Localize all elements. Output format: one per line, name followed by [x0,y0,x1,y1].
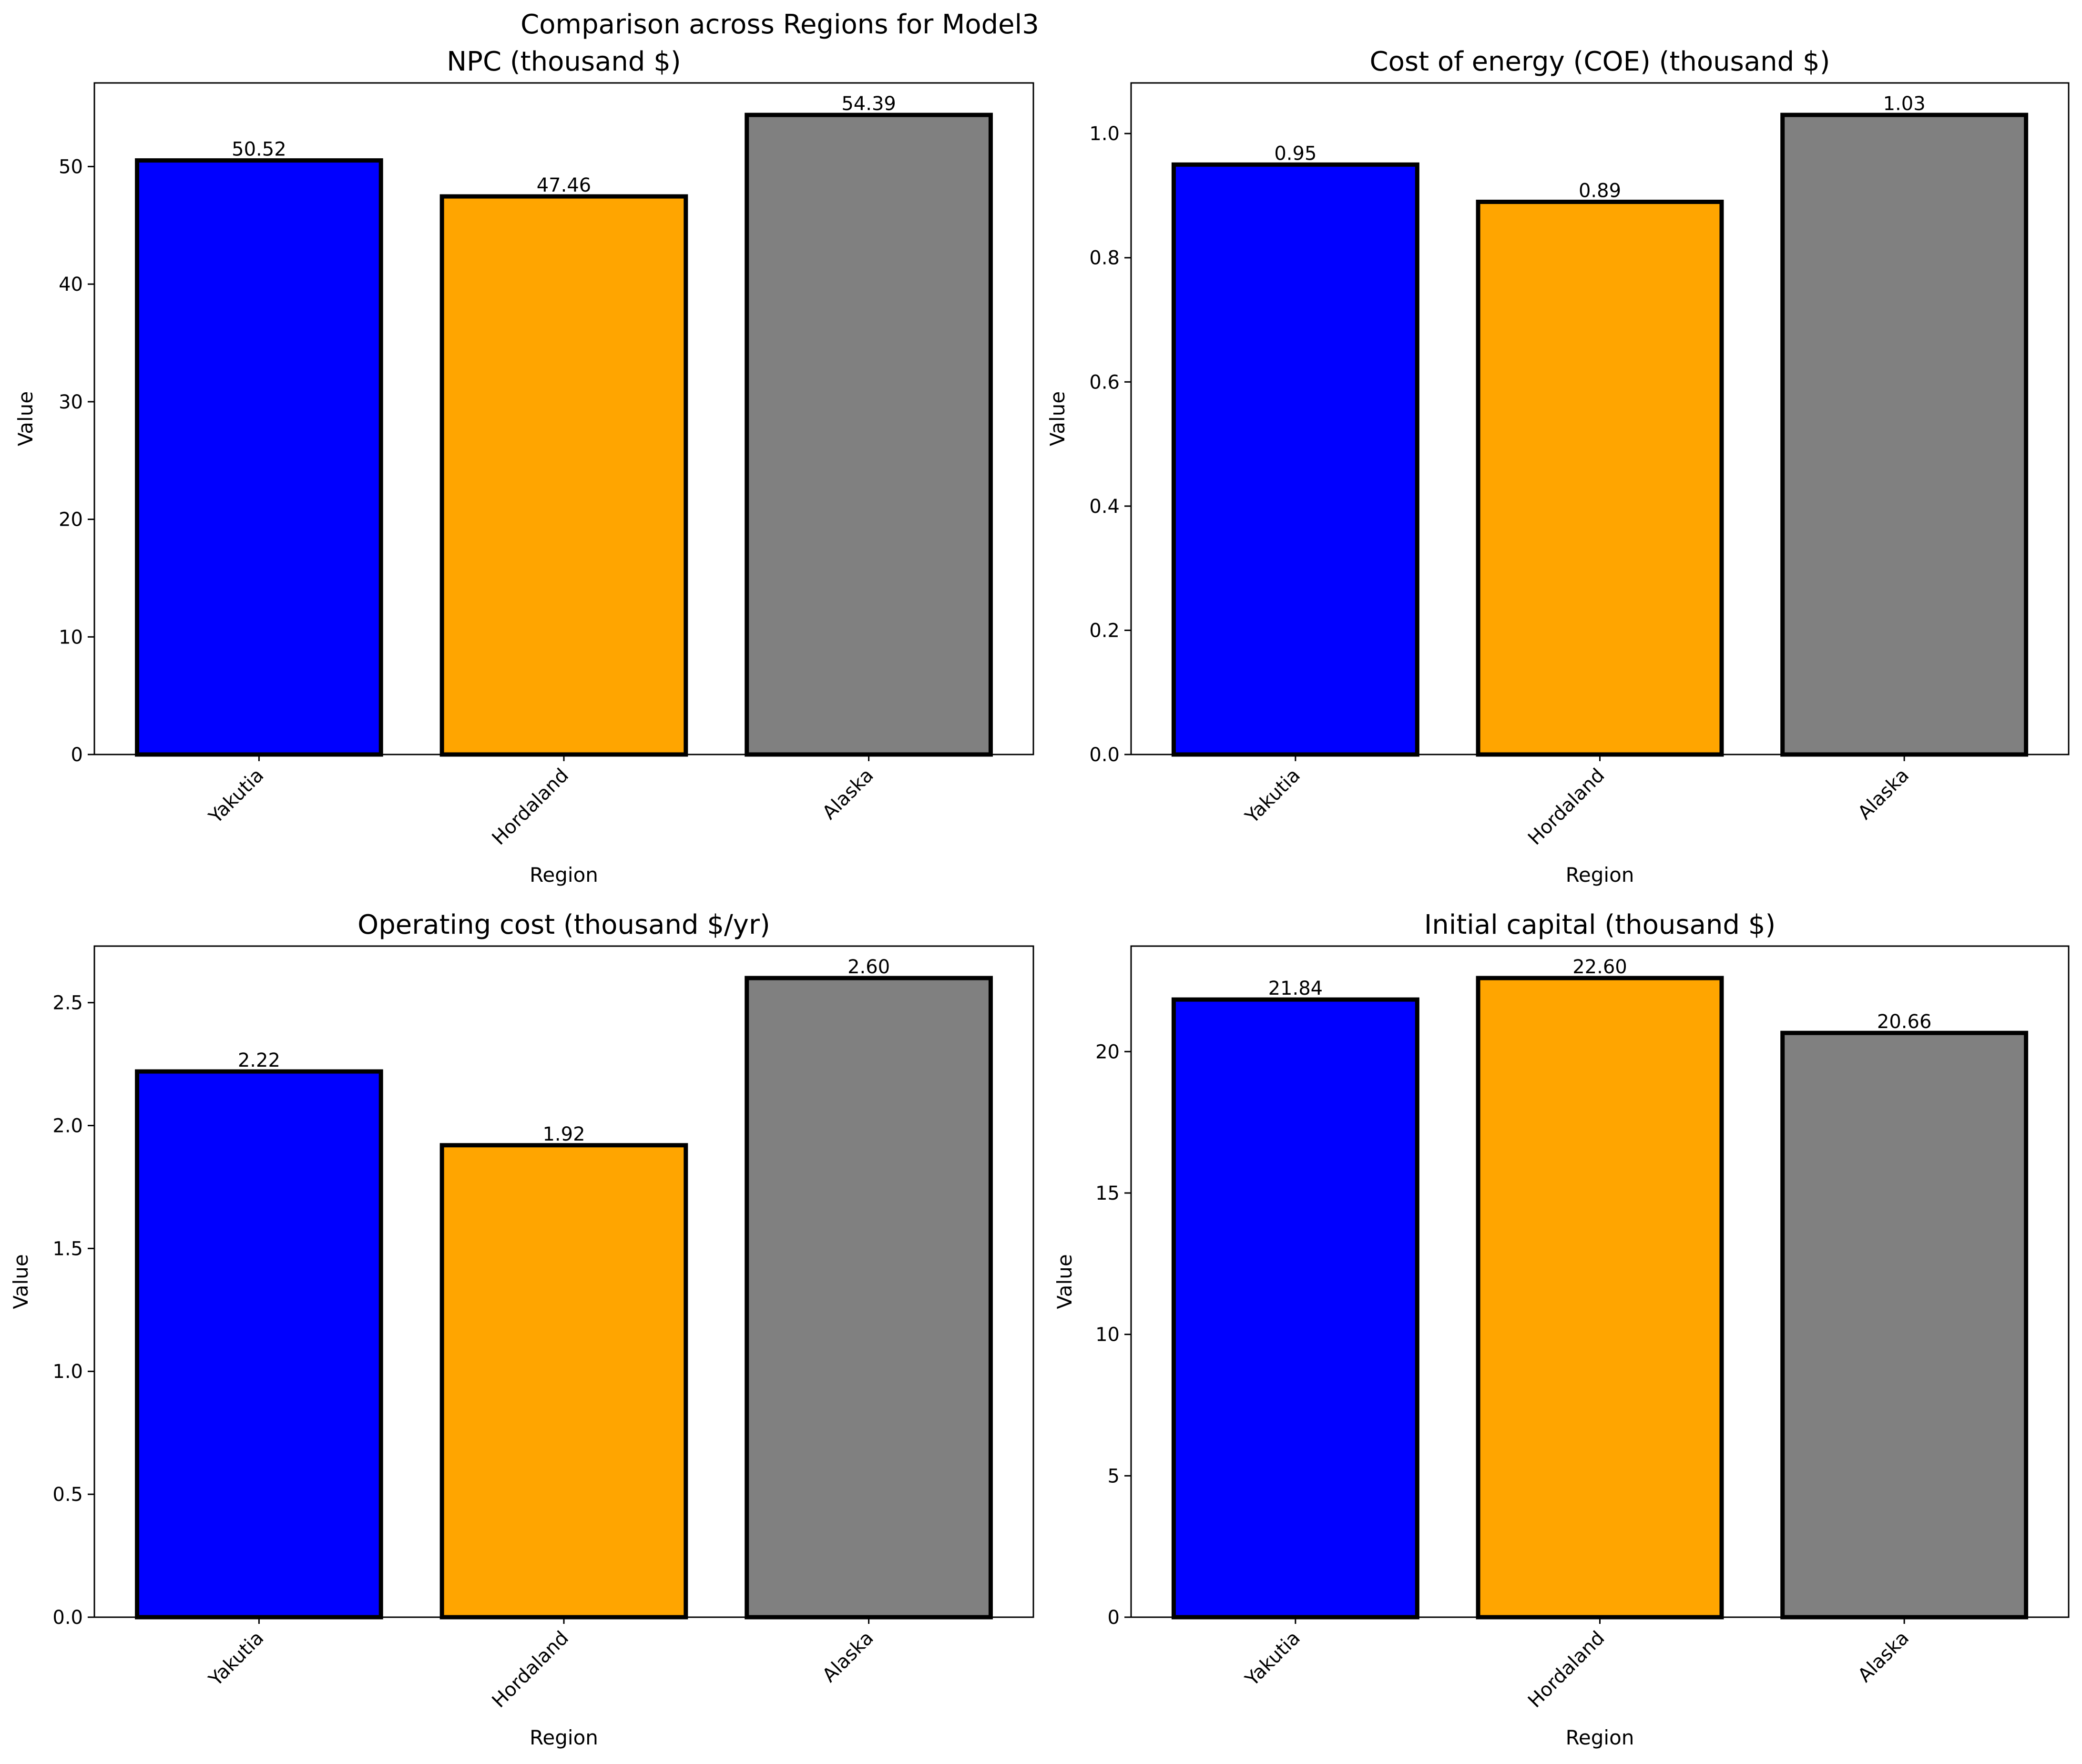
y-tick-label: 0.8 [1089,247,1120,269]
data-label-alaska: 2.60 [847,956,890,978]
plot-frame [93,82,1034,755]
bar-yakutia [1171,997,1419,1620]
bar-yakutia [1171,162,1419,757]
bar-alaska [1780,112,2029,757]
y-tick-label: 30 [59,391,83,413]
bar-hordaland [439,1143,688,1620]
x-axis-label: Region [530,1726,598,1749]
chart-title: Initial capital (thousand $) [1424,909,1776,940]
x-axis-label: Region [1566,1726,1634,1749]
bar-hordaland [1476,199,1724,757]
bar-hordaland [1476,976,1724,1620]
bar-alaska [1780,1030,2029,1620]
y-tick-label: 1.5 [52,1238,83,1260]
data-label-alaska: 54.39 [841,93,896,115]
bar-hordaland [439,194,688,757]
y-tick-label: 20 [1095,1041,1120,1063]
y-tick-label: 0 [1108,1607,1120,1629]
data-label-alaska: 1.03 [1883,93,1926,115]
y-tick-label: 0.4 [1089,496,1120,518]
data-label-yakutia: 50.52 [232,139,286,161]
y-tick-label: 1.0 [52,1361,83,1383]
plot-frame [1130,945,2070,1618]
x-axis-label: Region [1566,863,1634,887]
chart-title: Operating cost (thousand $/yr) [357,909,770,940]
y-tick-label: 2.5 [52,992,83,1014]
data-label-hordaland: 1.92 [542,1123,585,1145]
bar-yakutia [135,158,383,757]
data-label-yakutia: 2.22 [238,1050,280,1071]
chart-panel-2: Cost of energy (COE) (thousand $)0.95Yak… [1046,46,2070,887]
y-tick-label: 50 [59,156,83,178]
y-tick-label: 40 [59,274,83,296]
bar-yakutia [135,1069,383,1620]
data-label-yakutia: 21.84 [1268,978,1323,999]
chart-panel-3: Operating cost (thousand $/yr)2.22Yakuti… [9,909,1034,1749]
chart-panels: NPC (thousand $)50.52Yakutia47.46Hordala… [9,46,2070,1749]
chart-panel-1: NPC (thousand $)50.52Yakutia47.46Hordala… [14,46,1034,887]
bar-alaska [745,112,993,757]
y-tick-label: 0 [71,744,83,766]
figure-suptitle: Comparison across Regions for Model3 [520,9,1039,40]
data-label-alaska: 20.66 [1877,1011,1932,1033]
data-label-hordaland: 22.60 [1572,956,1627,978]
data-label-yakutia: 0.95 [1274,143,1317,164]
y-tick-label: 15 [1095,1183,1120,1204]
y-tick-label: 0.5 [52,1484,83,1506]
y-tick-label: 1.0 [1089,123,1120,145]
y-tick-label: 0.0 [1089,744,1120,766]
data-label-hordaland: 47.46 [537,174,592,196]
y-tick-label: 2.0 [52,1115,83,1137]
data-label-hordaland: 0.89 [1579,180,1621,202]
y-axis-label: Value [9,1254,32,1309]
y-axis-label: Value [14,391,37,446]
y-tick-label: 10 [59,626,83,648]
plot-frame [1130,82,2070,755]
y-axis-label: Value [1046,391,1069,446]
plot-frame [93,945,1034,1618]
y-tick-label: 0.2 [1089,620,1120,642]
x-axis-label: Region [530,863,598,887]
chart-title: NPC (thousand $) [447,46,681,77]
bar-alaska [745,976,993,1620]
y-axis-label: Value [1053,1254,1076,1309]
y-tick-label: 0.6 [1089,371,1120,393]
y-tick-label: 0.0 [52,1607,83,1629]
y-tick-label: 5 [1108,1465,1120,1487]
y-tick-label: 20 [59,509,83,531]
chart-title: Cost of energy (COE) (thousand $) [1370,46,1830,77]
y-tick-label: 10 [1095,1324,1120,1346]
